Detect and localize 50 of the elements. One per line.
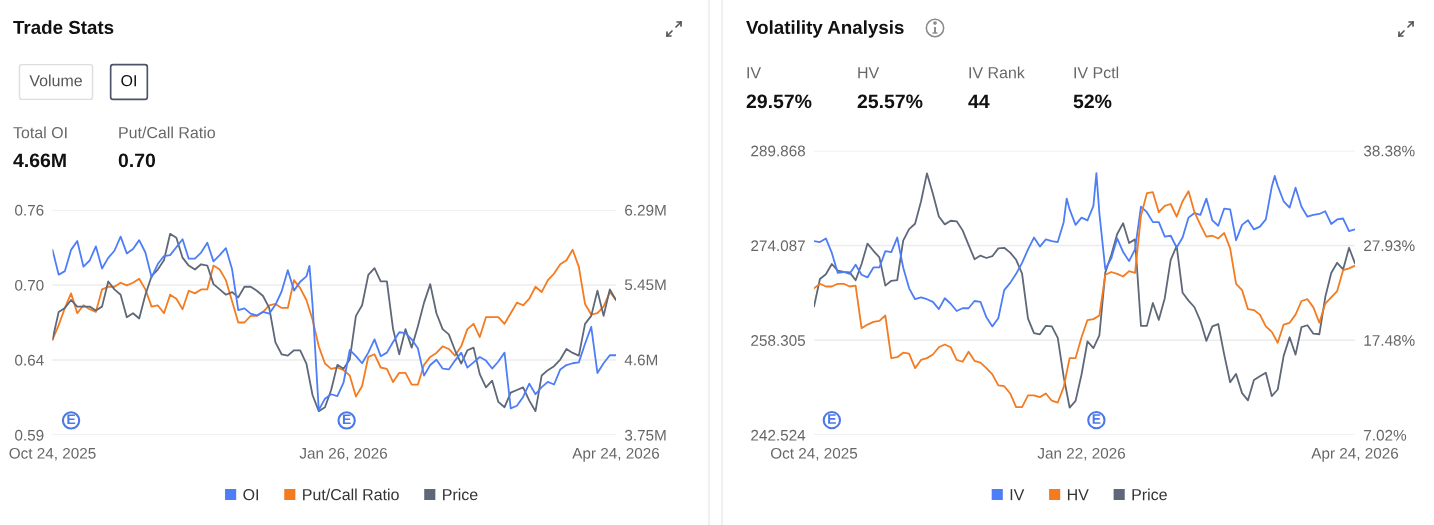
y2-tick-label: 17.48% bbox=[1364, 335, 1415, 346]
y2-tick-label: 7.02% bbox=[1364, 429, 1407, 441]
text: OI bbox=[121, 74, 136, 87]
legend-label: IV bbox=[1010, 489, 1025, 501]
y-tick-label: 274.087 bbox=[751, 240, 805, 252]
chart-title: Volatility Analysis bbox=[746, 20, 904, 38]
text: 29.57% bbox=[746, 94, 812, 109]
y2-tick-label: 38.38% bbox=[1363, 145, 1415, 157]
x-tick-label: Oct 24, 2025 bbox=[9, 447, 96, 461]
y2-tick-label: 27.93% bbox=[1364, 240, 1415, 252]
annotation: E bbox=[342, 414, 351, 425]
y-tick-label: 242.524 bbox=[751, 429, 806, 441]
text: 44 bbox=[968, 94, 990, 109]
y2-tick-label: 6.29M bbox=[625, 204, 666, 216]
x-tick-label: Apr 24, 2026 bbox=[572, 447, 660, 462]
y-tick-label: 258.305 bbox=[751, 335, 806, 346]
text: IV Rank bbox=[969, 66, 1025, 79]
text: Put/Call Ratio bbox=[119, 126, 215, 139]
y2-tick-label: 4.6M bbox=[624, 354, 658, 366]
y2-tick-label: 3.75M bbox=[624, 429, 666, 441]
annotation: E bbox=[1092, 414, 1101, 424]
line-series bbox=[52, 248, 616, 398]
legend-label: HV bbox=[1067, 489, 1089, 501]
legend-label: Price bbox=[443, 488, 478, 501]
text: IV Pctl bbox=[1074, 66, 1119, 79]
text: 25.57% bbox=[857, 94, 923, 109]
chart-title: Trade Stats bbox=[13, 20, 114, 35]
line-series bbox=[814, 172, 1355, 328]
text: 52% bbox=[1073, 94, 1112, 109]
y-tick-label: 289.868 bbox=[751, 145, 806, 157]
text: Total OI bbox=[13, 126, 67, 139]
y-tick-label: 0.59 bbox=[15, 429, 44, 441]
y-tick-label: 0.64 bbox=[15, 354, 44, 366]
text: IV bbox=[747, 67, 762, 79]
annotation: E bbox=[828, 414, 836, 424]
legend-label: OI bbox=[243, 488, 258, 501]
y-tick-label: 0.76 bbox=[15, 204, 44, 216]
text: HV bbox=[858, 67, 880, 79]
x-tick-label: Jan 26, 2026 bbox=[299, 447, 388, 461]
x-tick-label: Jan 22, 2026 bbox=[1037, 447, 1126, 461]
legend-label: Price bbox=[1132, 488, 1167, 501]
text: 4.66M bbox=[13, 153, 66, 168]
y2-tick-label: 5.45M bbox=[624, 279, 666, 291]
x-tick-label: Oct 24, 2025 bbox=[770, 447, 858, 461]
legend-label: Put/Call Ratio bbox=[303, 488, 399, 501]
x-tick-label: Apr 24, 2026 bbox=[1311, 447, 1399, 462]
annotation: E bbox=[67, 414, 76, 425]
text: 0.70 bbox=[118, 153, 156, 168]
y-tick-label: 0.70 bbox=[15, 279, 44, 291]
text: Volume bbox=[29, 74, 82, 87]
